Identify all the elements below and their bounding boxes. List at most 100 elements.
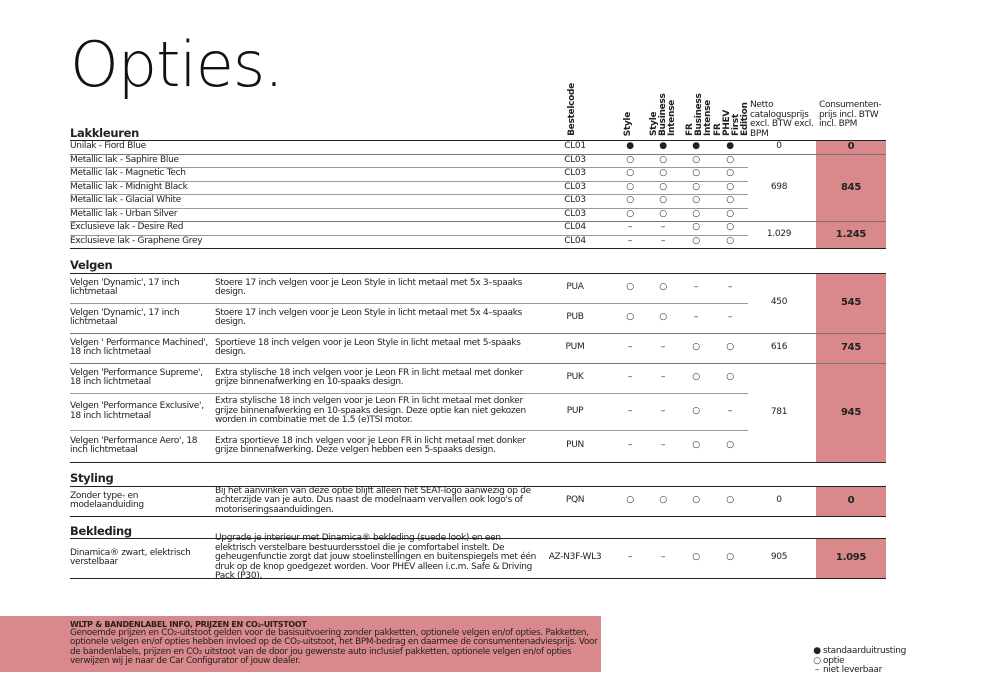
- availability: –: [627, 552, 633, 563]
- order-code: PUM: [565, 342, 585, 353]
- availability: ○: [692, 168, 700, 178]
- availability: ●: [692, 141, 700, 151]
- order-code: CL03: [564, 168, 586, 178]
- availability: ○: [692, 181, 700, 192]
- availability: –: [627, 440, 633, 451]
- consumer-price: 745: [841, 342, 861, 354]
- option-name: Unilak - Fiord Blue: [70, 141, 146, 151]
- section-line: [70, 516, 886, 517]
- row-line: [70, 430, 748, 431]
- option-name: Velgen 'Dynamic', 17 inch lichtmetaal: [70, 277, 180, 297]
- order-code: PUN: [566, 440, 584, 451]
- column-header: FR Business Intense: [685, 93, 713, 136]
- group-line: [70, 363, 886, 364]
- row-line: [70, 194, 748, 195]
- availability: ○: [626, 195, 634, 205]
- section-line: [70, 538, 886, 539]
- order-code: CL01: [564, 141, 586, 151]
- consumer-price: 945: [841, 406, 861, 418]
- order-code: CL04: [564, 222, 586, 232]
- section-title: Bekleding: [70, 524, 132, 538]
- availability: ○: [659, 195, 667, 205]
- availability: ○: [659, 282, 667, 293]
- option-name: Exclusieve lak - Graphene Grey: [70, 235, 203, 246]
- column-header: Bestelcode: [567, 83, 577, 136]
- availability: ○: [692, 440, 700, 451]
- row-line: [70, 234, 748, 236]
- column-header: Netto catalogusprijs excl. BTW excl. BPM: [750, 100, 814, 139]
- availability: –: [660, 405, 666, 416]
- availability: ○: [692, 405, 700, 416]
- availability: ○: [726, 168, 734, 178]
- availability: ○: [726, 342, 734, 353]
- availability: ○: [692, 235, 700, 246]
- section-line: [70, 248, 886, 249]
- section-title: Styling: [70, 471, 114, 485]
- section-line: [70, 273, 886, 274]
- net-price: 905: [770, 552, 788, 563]
- order-code: CL03: [564, 181, 586, 192]
- column-header: Style: [623, 111, 633, 136]
- order-code: PUA: [566, 282, 584, 293]
- order-code: PQN: [565, 495, 585, 506]
- option-name: Metallic lak - Magnetic Tech: [70, 168, 186, 178]
- net-price: 616: [770, 342, 788, 353]
- availability: –: [727, 312, 733, 323]
- availability: ○: [626, 154, 634, 165]
- option-description: Extra stylische 18 inch velgen voor je L…: [215, 367, 523, 387]
- availability: ○: [692, 208, 700, 219]
- availability: ○: [659, 495, 667, 506]
- option-name: Metallic lak - Saphire Blue: [70, 154, 179, 165]
- availability: –: [727, 405, 733, 416]
- option-name: Velgen ' Performance Machined', 18 inch …: [70, 337, 208, 357]
- section-title: Velgen: [70, 258, 113, 272]
- availability: ○: [659, 181, 667, 192]
- net-price: 450: [770, 297, 788, 308]
- row-line: [70, 167, 748, 168]
- option-description: Stoere 17 inch velgen voor je Leon Style…: [215, 277, 523, 297]
- consumer-price: 0: [847, 141, 855, 152]
- availability: ○: [726, 222, 734, 232]
- order-code: PUB: [566, 312, 584, 323]
- option-name: Metallic lak - Urban Silver: [70, 208, 178, 219]
- net-price: 781: [770, 406, 788, 417]
- availability: –: [627, 372, 633, 383]
- footer-text: Genoemde prijzen en CO₂-uitstoot gelden …: [70, 628, 598, 666]
- availability: ○: [692, 342, 700, 353]
- availability: ○: [726, 552, 734, 563]
- group-line: [70, 153, 886, 155]
- order-code: CL03: [564, 195, 586, 205]
- section-line: [70, 578, 886, 579]
- legend-label: standaarduitrusting: [823, 646, 907, 656]
- availability: ○: [626, 282, 634, 293]
- availability: ○: [692, 195, 700, 205]
- availability: –: [660, 222, 666, 232]
- net-price: 1.029: [766, 228, 792, 239]
- availability: ○: [659, 208, 667, 219]
- column-header: FR PHEV First Edition: [713, 102, 750, 136]
- column-header: Consumenten-prijs incl. BTW incl. BPM: [819, 100, 882, 129]
- consumer-price: 845: [841, 181, 861, 193]
- order-code: CL03: [564, 208, 586, 219]
- availability: ○: [692, 222, 700, 232]
- availability: –: [627, 405, 633, 416]
- footer-box: [0, 616, 601, 672]
- availability: ○: [626, 495, 634, 506]
- availability: –: [627, 342, 633, 353]
- availability: –: [660, 372, 666, 383]
- option-name: Velgen 'Performance Supreme', 18 inch li…: [70, 367, 203, 387]
- option-name: Velgen 'Performance Exclusive', 18 inch …: [70, 401, 204, 421]
- option-description: Upgrade je interieur met Dinamica® bekle…: [215, 533, 537, 582]
- price-column-bg: [816, 486, 886, 516]
- option-description: Extra stylische 18 inch velgen voor je L…: [215, 396, 526, 426]
- column-header: Style Business Intense: [649, 93, 677, 136]
- order-code: AZ-N3F-WL3: [548, 552, 602, 563]
- availability: ○: [726, 195, 734, 205]
- consumer-price: 1.245: [835, 228, 867, 240]
- availability: ○: [659, 312, 667, 323]
- availability: ○: [659, 168, 667, 178]
- availability: ○: [692, 495, 700, 506]
- availability: ●: [626, 141, 634, 151]
- availability: ○: [659, 154, 667, 165]
- availability: –: [693, 282, 699, 293]
